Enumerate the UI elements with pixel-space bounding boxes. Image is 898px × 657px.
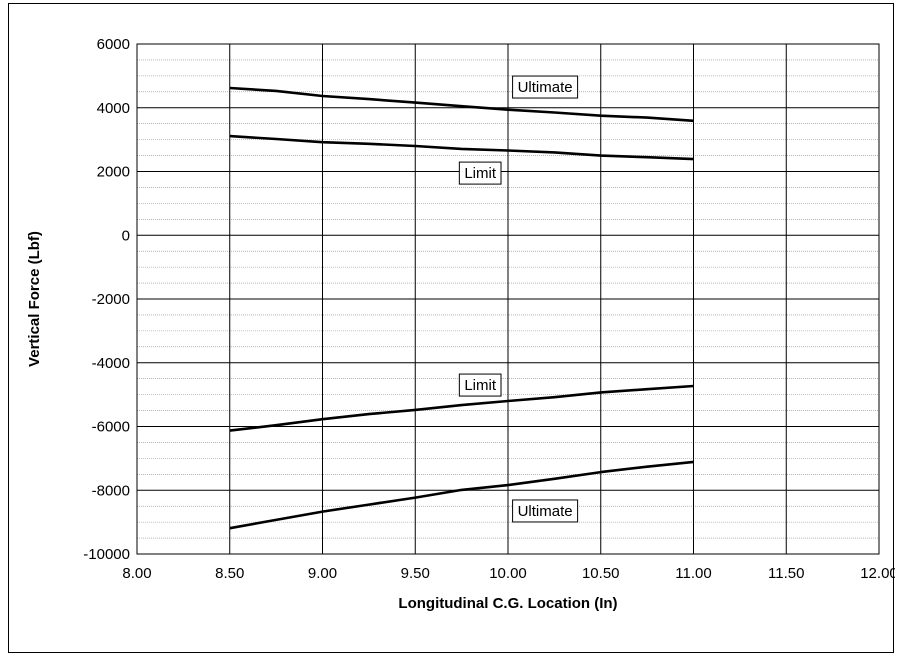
annotation-limit-2: Limit [458,373,502,397]
annotation-box [512,75,579,99]
y-tick-labels: 6000 4000 2000 0 -2000 -4000 -6000 -8000 -10000 [83,36,130,563]
annotation-box [458,161,502,185]
annotation-box [458,373,502,397]
y-tick-label: -6000 [92,419,130,436]
y-tick-label: -8000 [92,482,130,499]
annotation-label: Limit [464,165,497,182]
annotation-ultimate-3: Ultimate [512,499,579,523]
annotation-layer: Ultimate Limit Limit Ultimate [458,75,579,523]
x-tick-label: 9.50 [401,565,430,582]
annotation-label: Ultimate [518,79,573,96]
series-line-ultimate-3 [229,460,694,530]
x-tick-label: 11.50 [768,565,804,582]
annotation-limit-1: Limit [458,161,502,185]
x-tick-label: 8.00 [122,565,151,582]
chart-frame: Ultimate Limit Limit Ultimate 8.00 8.50 9.00 9… [8,3,895,653]
major-grid [136,43,880,555]
annotation-ultimate-0: Ultimate [512,75,579,99]
series-line-ultimate-0 [229,86,694,123]
x-tick-labels: 8.00 8.50 9.00 9.50 10.00 10.50 11.00 11.50 12.0… [122,565,895,582]
x-tick-label: 10.00 [489,565,527,582]
y-tick-label: -2000 [92,291,130,308]
y-tick-label: -10000 [83,546,130,563]
y-tick-label: -4000 [92,355,130,372]
x-tick-label: 11.00 [675,565,711,582]
x-tick-label: 10.50 [582,565,620,582]
y-tick-label: 4000 [97,100,130,117]
plot-area-border [136,43,880,555]
series-layer [229,86,694,530]
series-line-limit-1 [229,134,694,161]
annotation-label: Ultimate [518,503,573,520]
x-axis-title: Longitudinal C.G. Location (In) [398,595,617,612]
x-tick-label: 9.00 [308,565,337,582]
line-chart: Ultimate Limit Limit Ultimate 8.00 8.50 9.00 9… [26,36,895,612]
x-tick-label: 12.00 [860,565,895,582]
x-tick-label: 8.50 [215,565,244,582]
y-tick-label: 6000 [97,36,130,53]
y-axis-title: Vertical Force (Lbf) [26,231,43,367]
annotation-label: Limit [464,377,497,394]
y-tick-label: 2000 [97,164,130,181]
series-line-limit-2 [229,384,694,432]
y-tick-label: 0 [122,227,130,244]
annotation-box [512,499,579,523]
